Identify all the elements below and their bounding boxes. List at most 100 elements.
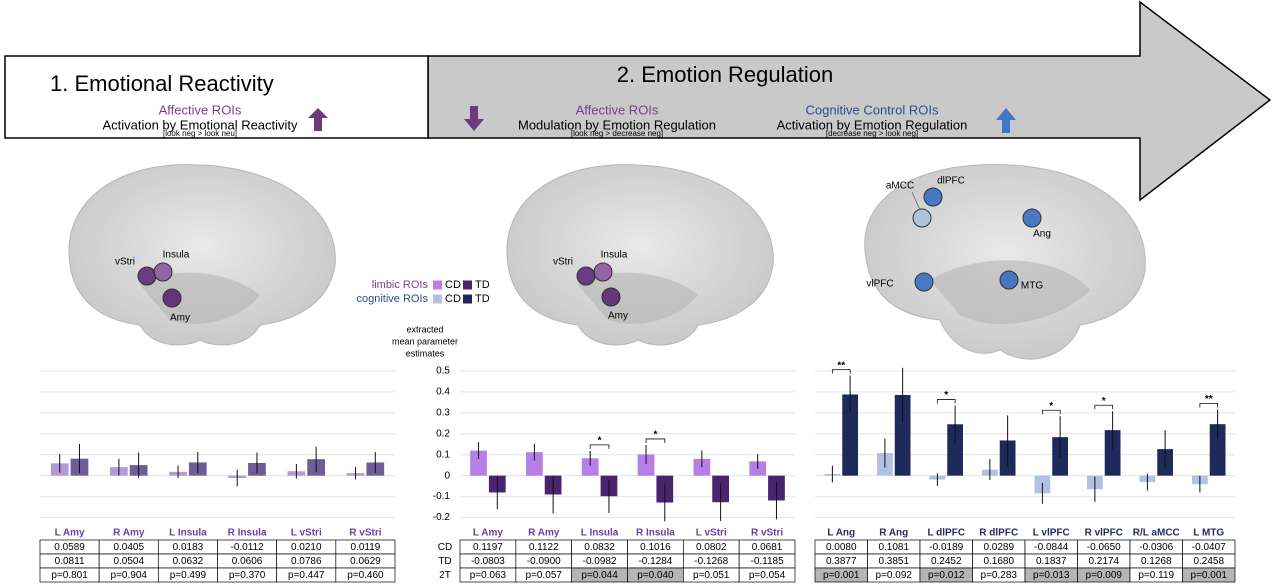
category-label: L Ang	[827, 528, 855, 539]
p-value: p=0.009	[1086, 570, 1123, 581]
category-label: R Insula	[636, 528, 675, 539]
category-label: L vlPFC	[1033, 528, 1070, 539]
legend-swatch	[433, 280, 442, 290]
table-cell	[335, 567, 396, 583]
y-axis-label: mean parameter	[392, 336, 458, 346]
p-value: p=0.040	[637, 570, 674, 581]
contrast-detail: [look neg > decrease neg]	[571, 129, 663, 138]
table-value: 0.0080	[826, 542, 857, 553]
category-label: R Amy	[528, 528, 560, 539]
table-value: -0.0982	[583, 556, 617, 567]
table-value: 0.3851	[878, 556, 909, 567]
region-label: aMCC	[886, 181, 914, 192]
table-value: 0.0589	[54, 542, 85, 553]
legend-label: TD	[475, 293, 490, 305]
region-marker	[914, 272, 934, 292]
contrast-label: Activation by Emotion Regulation	[777, 117, 968, 132]
roi-label: Affective ROIs	[576, 102, 659, 117]
significance-label: **	[1205, 394, 1213, 405]
bar	[1209, 424, 1226, 476]
significance-bracket	[1041, 409, 1061, 415]
table-value: 0.0183	[173, 542, 204, 553]
bar	[842, 394, 858, 476]
regulation-arrow	[427, 0, 1272, 202]
table-value: 0.0119	[350, 542, 380, 553]
table-value: 0.3877	[826, 556, 857, 567]
contrast-detail: [look neg > look neu]	[163, 129, 237, 138]
significance-bracket	[831, 369, 851, 374]
table-value: 0.0289	[983, 542, 1014, 553]
category-label: L vStri	[696, 528, 727, 539]
table-value: -0.1268	[694, 556, 728, 567]
p-value: p=0.801	[51, 570, 88, 581]
bar	[470, 450, 487, 476]
legend-label: TD	[475, 279, 490, 291]
category-label: L MTG	[1193, 528, 1224, 539]
table-value: -0.0900	[527, 556, 561, 567]
significance-label: *	[1049, 401, 1053, 412]
significance-label: *	[653, 430, 657, 441]
row-label: TD	[438, 556, 451, 567]
region-label: Amy	[170, 313, 190, 324]
table-value: -0.0112	[230, 542, 264, 553]
y-axis-label: extracted	[406, 324, 443, 334]
panel-title: 2. Emotion Regulation	[617, 62, 833, 87]
p-value: p=0.063	[470, 570, 507, 581]
region-marker	[593, 262, 613, 282]
significance-bracket	[1199, 403, 1219, 408]
significance-bracket	[645, 438, 666, 443]
table-value: 0.0681	[752, 542, 783, 553]
p-value: p=0.012	[928, 570, 965, 581]
contrast-label: Modulation by Emotion Regulation	[518, 117, 716, 132]
p-value: p=0.499	[170, 570, 207, 581]
leader-line	[911, 191, 921, 211]
p-value: p=0.370	[229, 570, 266, 581]
significance-label: **	[837, 360, 845, 371]
panel-title: 1. Emotional Reactivity	[50, 71, 274, 96]
y-tick-label: 0.3	[436, 407, 450, 418]
brain	[506, 164, 774, 346]
contrast-label: Activation by Emotional Reactivity	[102, 117, 298, 132]
legend-title: limbic ROIs	[372, 279, 429, 291]
legend-swatch	[463, 294, 472, 304]
region-marker	[1022, 208, 1042, 228]
table-value: 0.0606	[232, 556, 263, 567]
table-value: 0.0405	[113, 542, 144, 553]
region-label: MTG	[1021, 281, 1043, 292]
legend-label: CD	[445, 279, 461, 291]
legend-label: CD	[445, 293, 461, 305]
bar	[637, 454, 655, 476]
table-value: -0.0306	[1139, 542, 1173, 553]
up-arrow-icon	[308, 108, 328, 131]
p-value: p=0.447	[288, 570, 325, 581]
category-label: R Ang	[879, 528, 908, 539]
bar	[693, 458, 711, 476]
table-value: -0.0844	[1034, 542, 1068, 553]
y-tick-label: 0.4	[436, 387, 450, 398]
table-value: 0.0504	[113, 556, 144, 567]
table-value: 0.0629	[350, 556, 381, 567]
table-cell	[1182, 567, 1236, 583]
table-value: 0.1081	[878, 542, 909, 553]
category-label: R dlPFC	[979, 528, 1018, 539]
region-marker	[999, 270, 1019, 290]
brain	[864, 163, 1146, 360]
table-value: -0.0407	[1192, 542, 1226, 553]
p-value: p=0.119	[1138, 570, 1174, 581]
region-marker	[912, 208, 932, 228]
legend-swatch	[433, 294, 442, 304]
significance-bracket	[589, 444, 610, 449]
region-marker	[162, 288, 182, 308]
significance-bracket	[1094, 404, 1114, 410]
y-tick-label: 0.2	[436, 428, 450, 439]
table-value: 0.0786	[291, 556, 322, 567]
table-value: 0.2452	[931, 556, 962, 567]
table-value: 0.1837	[1036, 556, 1067, 567]
category-label: L dlPFC	[927, 528, 965, 539]
region-label: Insula	[601, 250, 628, 261]
table-value: 0.1197	[473, 542, 503, 553]
bar	[947, 424, 963, 476]
y-tick-label: 0.1	[436, 449, 450, 460]
y-tick-label: -0.2	[433, 512, 451, 523]
